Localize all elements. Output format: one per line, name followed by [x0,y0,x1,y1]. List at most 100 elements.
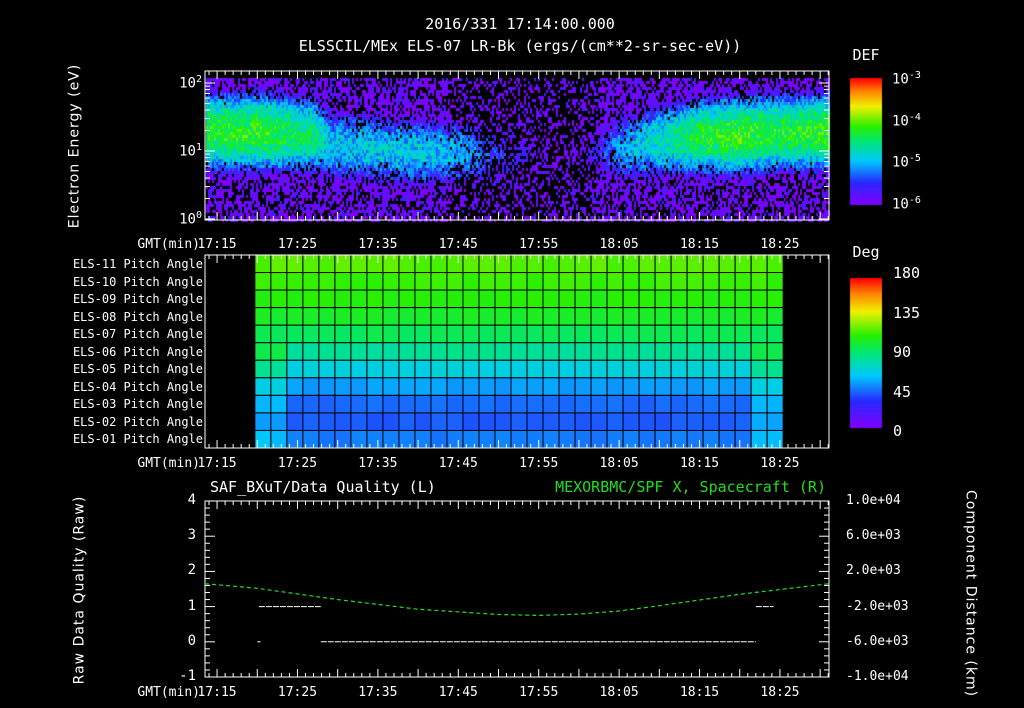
pitch-angle-cell [718,359,736,379]
pitch-angle-cell [702,289,720,309]
pitch-angle-cell [366,377,384,396]
pitch-angle-cell [750,254,768,274]
pitch-angle-cell [606,289,624,309]
pitch-angle-cell [478,429,496,449]
pitch-angle-cell [654,289,672,309]
pitch-angle-cell [718,307,736,326]
pitch-angle-cell [638,412,656,431]
pitch-angle-cell [606,429,624,449]
pitch-angle-cell [686,272,704,291]
pitch-angle-cell [558,254,576,274]
pitch-angle-cell [622,394,640,414]
pitch-angle-cell [734,412,752,431]
pitch-angle-cell [462,359,480,379]
pitch-angle-cell [286,377,304,396]
pitch-angle-cell [462,272,480,291]
pitch-angle-cell [286,429,304,449]
pitch-angle-cell [254,412,272,431]
pitch-angle-cell [734,324,752,344]
pitch-angle-cell [430,429,448,449]
pitch-angle-cell [702,307,720,326]
pitch-angle-cell [334,359,352,379]
pitch-angle-cell [750,342,768,361]
tick-base: 10 [179,75,196,92]
pitch-angle-cell [254,394,272,414]
pitch-angle-cell [366,412,384,431]
pitch-angle-cell [686,412,704,431]
pitch-angle-cell [558,342,576,361]
pitch-angle-cell [446,254,464,274]
time-tick-label: 18:05 [599,237,639,252]
pitch-angle-cell [302,377,320,396]
deg-colorbar-label: 0 [893,422,903,440]
pitch-angle-cell [302,254,320,274]
left-axis-title: SAF_BXuT/Data Quality (L) [210,478,436,496]
pitch-angle-cell [478,289,496,309]
pitch-angle-cell [638,377,656,396]
pitch-angle-cell [510,377,528,396]
def-colorbar-label: 10-3 [892,70,921,88]
pitch-angle-cell [702,254,720,274]
pitch-angle-cell [590,359,608,379]
pitch-row-label: ELS-03 Pitch Angle [72,397,203,412]
pitch-angle-cell [590,307,608,326]
deg-colorbar-label: 90 [893,343,912,361]
pitch-angle-cell [430,377,448,396]
tick-base: 10 [892,71,909,88]
pitch-angle-cell [574,254,592,274]
pitch-angle-cell [478,307,496,326]
pitch-angle-cell [430,359,448,379]
quality-tick-label: -1 [179,668,196,684]
pitch-angle-cell [526,394,544,414]
pitch-angle-cell [510,429,528,449]
pitch-angle-cell [334,307,352,326]
time-tick-label: 17:25 [277,456,318,471]
pitch-angle-cell [318,342,336,361]
pitch-angle-cell [350,254,368,274]
pitch-angle-cell [558,307,576,326]
pitch-angle-cell [398,359,416,379]
energy-tick-label: 102 [179,74,202,92]
pitch-angle-cell [590,289,608,309]
pitch-angle-cell [462,342,480,361]
pitch-angle-cell [334,272,352,291]
pitch-angle-cell [510,342,528,361]
pitch-angle-cell [638,342,656,361]
pitch-angle-cell [622,307,640,326]
pitch-angle-cell [350,289,368,309]
distance-tick-label: 2.0e+03 [846,563,901,579]
pitch-angle-cell [494,272,512,291]
pitch-angle-cell [542,394,560,414]
pitch-angle-cell [366,289,384,309]
pitch-angle-cell [494,342,512,361]
pitch-angle-cell [414,289,432,309]
pitch-angle-cell [622,272,640,291]
tick-exponent: -6 [908,194,921,206]
pitch-angle-cell [270,272,288,291]
pitch-row-label: ELS-08 Pitch Angle [72,309,203,324]
pitch-angle-cell [766,429,784,449]
time-tick-label: 17:35 [358,237,398,252]
def-colorbar-title: DEF [852,46,880,64]
pitch-angle-cell [286,254,304,274]
pitch-angle-cell [766,307,784,326]
pitch-angle-cell [542,359,560,379]
pitch-angle-cell [382,289,400,309]
pitch-angle-cell [526,324,544,344]
pitch-angle-cell [622,342,640,361]
pitch-angle-cell [686,324,704,344]
pitch-angle-cell [766,377,784,396]
distance-tick-label: -1.0e+04 [846,669,909,684]
pitch-angle-cell [366,394,384,414]
pitch-angle-cell [734,359,752,379]
pitch-angle-cell [510,272,528,291]
pitch-angle-cell [510,324,528,344]
pitch-angle-cell [254,289,272,309]
time-tick-label: 18:05 [599,685,639,700]
pitch-angle-cell [318,377,336,396]
pitch-angle-cell [558,394,576,414]
pitch-angle-cell [686,254,704,274]
tick-base: 10 [892,113,909,130]
pitch-angle-cell [366,272,384,291]
pitch-angle-cell [270,342,288,361]
